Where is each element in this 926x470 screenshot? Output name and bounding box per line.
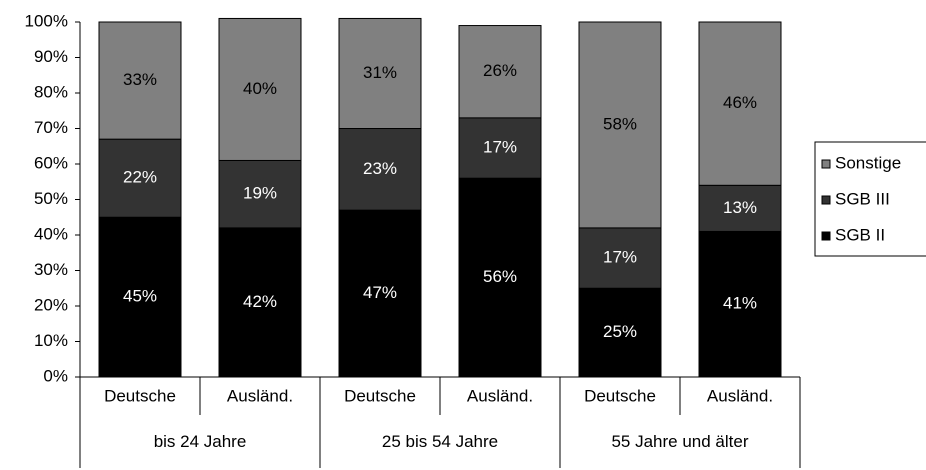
legend-swatch: [821, 231, 831, 241]
legend-label: Sonstige: [835, 153, 901, 172]
value-label: 41%: [723, 294, 757, 313]
bar-segment: [458, 177, 542, 378]
y-tick-label: 60%: [34, 153, 68, 172]
bar-segment: [98, 216, 182, 378]
group-label: bis 24 Jahre: [154, 432, 247, 451]
y-tick-label: 90%: [34, 47, 68, 66]
value-label: 19%: [243, 184, 277, 203]
x-tick-label: Ausländ.: [467, 386, 533, 405]
bar-segment: [98, 21, 182, 140]
y-tick-label: 50%: [34, 189, 68, 208]
bar-segment: [578, 21, 662, 229]
y-tick-label: 30%: [34, 260, 68, 279]
value-label: 47%: [363, 283, 397, 302]
x-tick-label: Deutsche: [584, 386, 656, 405]
value-label: 26%: [483, 61, 517, 80]
value-label: 23%: [363, 159, 397, 178]
bar-segment: [338, 128, 422, 211]
legend-swatch: [821, 159, 831, 169]
bar-segment: [458, 117, 542, 179]
y-tick-label: 80%: [34, 82, 68, 101]
legend-label: SGB III: [835, 189, 890, 208]
legend-label: SGB II: [835, 225, 885, 244]
group-label: 25 bis 54 Jahre: [382, 432, 498, 451]
bar-segment: [698, 21, 782, 186]
bar-segment: [578, 227, 662, 289]
value-label: 46%: [723, 93, 757, 112]
value-label: 22%: [123, 168, 157, 187]
value-label: 56%: [483, 267, 517, 286]
value-label: 17%: [603, 248, 637, 267]
bar-segment: [698, 184, 782, 232]
y-tick-label: 70%: [34, 118, 68, 137]
value-label: 13%: [723, 198, 757, 217]
x-tick-label: Ausländ.: [707, 386, 773, 405]
y-tick-label: 100%: [25, 11, 68, 30]
x-tick-label: Deutsche: [104, 386, 176, 405]
bar-segment: [698, 230, 782, 378]
bar-segment: [218, 17, 302, 161]
bar-segment: [218, 159, 302, 229]
y-tick-label: 10%: [34, 331, 68, 350]
y-tick-label: 0%: [43, 366, 68, 385]
value-label: 58%: [603, 114, 637, 133]
x-tick-label: Deutsche: [344, 386, 416, 405]
y-tick-label: 20%: [34, 295, 68, 314]
value-label: 40%: [243, 79, 277, 98]
value-label: 33%: [123, 70, 157, 89]
bar-segment: [338, 209, 422, 378]
legend-swatch: [821, 195, 831, 205]
legend-box: [814, 141, 926, 257]
bar-segment: [458, 25, 542, 119]
bar-segment: [338, 17, 422, 130]
value-label: 45%: [123, 287, 157, 306]
value-label: 25%: [603, 322, 637, 341]
x-tick-label: Ausländ.: [227, 386, 293, 405]
group-label: 55 Jahre und älter: [611, 432, 748, 451]
y-tick-label: 40%: [34, 224, 68, 243]
value-label: 17%: [483, 138, 517, 157]
value-label: 31%: [363, 63, 397, 82]
value-label: 42%: [243, 292, 277, 311]
